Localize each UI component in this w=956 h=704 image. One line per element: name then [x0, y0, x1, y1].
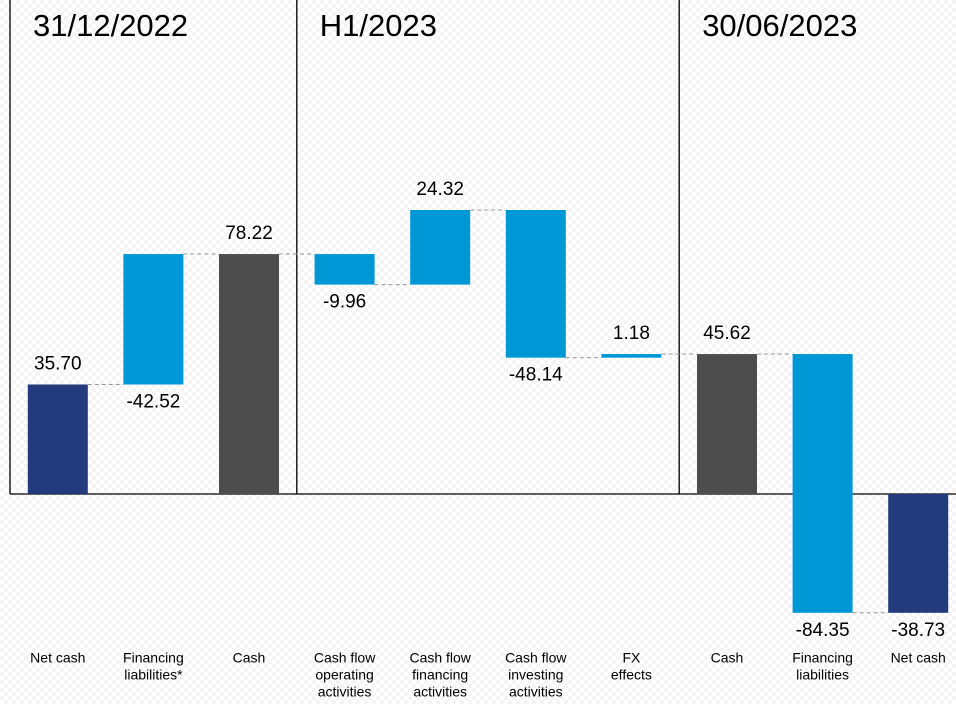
value-label: 24.32	[416, 179, 464, 200]
value-label: 35.70	[34, 354, 82, 375]
category-label: financing	[412, 667, 468, 683]
category-label: Financing	[792, 650, 853, 666]
category-label: activities	[318, 684, 372, 700]
category-label: liabilities*	[124, 667, 183, 683]
section-title: H1/2023	[320, 8, 437, 43]
category-label: effects	[611, 667, 652, 683]
value-label: -84.35	[796, 620, 850, 641]
category-label: FX	[622, 650, 641, 666]
bar	[219, 254, 279, 494]
bar	[410, 210, 471, 285]
category-label: Financing	[123, 650, 184, 666]
category-label: Cash flow	[409, 650, 471, 666]
category-label: activities	[509, 684, 563, 700]
bar	[505, 210, 566, 358]
section-title: 31/12/2022	[33, 8, 188, 43]
section-title: 30/06/2023	[702, 8, 857, 43]
value-label: 78.22	[225, 223, 273, 244]
category-label: Cash flow	[505, 650, 567, 666]
category-label: Cash	[233, 650, 266, 666]
value-label: -48.14	[509, 365, 563, 386]
category-label: liabilities	[796, 667, 849, 683]
bar	[314, 254, 375, 285]
value-label: -9.96	[323, 292, 366, 313]
bar	[27, 384, 88, 494]
category-label: activities	[413, 684, 467, 700]
bar	[123, 254, 184, 385]
category-label: Cash	[711, 650, 744, 666]
bar	[792, 354, 853, 613]
category-label: investing	[508, 667, 563, 683]
category-label: Net cash	[30, 650, 85, 666]
bar	[697, 354, 757, 494]
category-label: operating	[315, 667, 373, 683]
category-label: Cash flow	[314, 650, 376, 666]
value-label: -38.73	[891, 620, 945, 641]
value-label: 1.18	[613, 323, 650, 344]
value-label: 45.62	[703, 323, 751, 344]
value-label: -42.52	[126, 392, 180, 413]
bar	[601, 354, 662, 358]
bar	[888, 494, 949, 613]
category-label: Net cash	[891, 650, 946, 666]
